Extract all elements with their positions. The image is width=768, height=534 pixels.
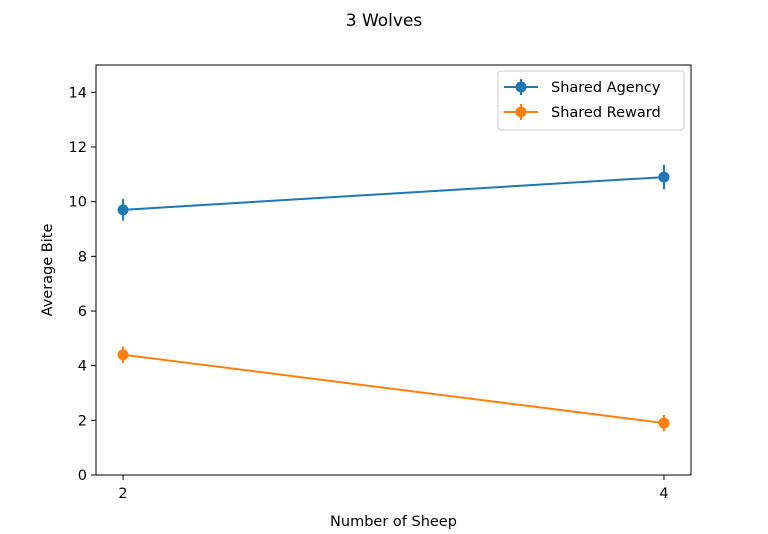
series-line xyxy=(122,176,665,211)
y-tick-label: 4 xyxy=(78,359,87,375)
legend-marker xyxy=(515,81,527,93)
plot-area: 0 2 4 6 8 10 12 14 2 4 xyxy=(69,64,692,502)
legend-label: Shared Agency xyxy=(551,80,661,96)
legend: Shared Agency Shared Reward xyxy=(497,70,685,131)
data-point xyxy=(658,171,670,183)
y-tick-label: 8 xyxy=(78,249,87,265)
data-point xyxy=(658,417,670,429)
legend-marker xyxy=(515,106,527,118)
series-line xyxy=(122,353,665,425)
y-tick-label: 6 xyxy=(78,304,87,320)
y-tick-label: 14 xyxy=(69,85,87,101)
x-tick-label: 2 xyxy=(118,486,127,502)
y-tick-label: 12 xyxy=(69,140,87,156)
legend-box xyxy=(497,70,685,131)
x-tick-label: 4 xyxy=(659,486,668,502)
y-tick-label: 2 xyxy=(78,413,87,429)
y-tick-label: 10 xyxy=(69,195,87,211)
chart-title: 3 Wolves xyxy=(346,11,423,31)
data-point xyxy=(117,349,129,361)
axes-frame xyxy=(95,64,692,476)
y-tick-label: 0 xyxy=(78,468,87,484)
x-axis-label: Number of Sheep xyxy=(330,514,457,530)
y-axis-label: Average Bite xyxy=(40,224,56,317)
legend-label: Shared Reward xyxy=(551,105,661,121)
data-point xyxy=(117,204,129,216)
